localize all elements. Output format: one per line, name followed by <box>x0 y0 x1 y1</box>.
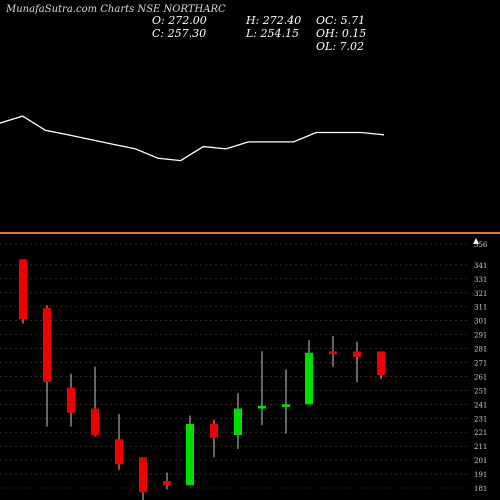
y-tick-label: 321 <box>474 290 487 298</box>
high-value: H: 272.40 <box>246 14 302 27</box>
candle-bear <box>377 351 385 376</box>
candle-bull <box>282 404 290 408</box>
low-value: L: 254.15 <box>246 27 299 40</box>
y-tick-label: 191 <box>474 471 487 479</box>
y-tick-label: 341 <box>474 262 487 270</box>
y-tick-label: 231 <box>474 415 487 423</box>
y-tick-label: 331 <box>474 276 487 284</box>
y-tick-label: 241 <box>474 401 487 409</box>
candle-bear <box>139 457 147 493</box>
last-price-marker <box>473 238 479 244</box>
candle-bear <box>67 387 75 413</box>
y-tick-label: 291 <box>474 332 487 340</box>
open-value: O: 272.00 <box>152 14 207 27</box>
chart-header: MunafaSutra.com Charts NSE NORTHARC O: 2… <box>0 0 500 60</box>
candle-bear <box>91 408 99 436</box>
y-tick-label: 181 <box>474 485 487 493</box>
candle-bull <box>186 423 194 486</box>
y-tick-label: 201 <box>474 457 487 465</box>
candle-bull <box>258 405 266 409</box>
y-tick-label: 261 <box>474 373 487 381</box>
y-tick-label: 271 <box>474 360 487 368</box>
close-price-line <box>0 115 385 162</box>
oc-value: OC: 5.71 <box>316 14 366 27</box>
candle-bear <box>115 439 123 465</box>
chart-title: MunafaSutra.com Charts NSE NORTHARC <box>6 4 226 15</box>
oh-value: OH: 0.15 <box>316 27 367 40</box>
candle-bear <box>353 351 361 357</box>
candle-bear <box>19 259 27 320</box>
candle-bear <box>210 423 218 438</box>
y-tick-label: 301 <box>474 318 487 326</box>
y-tick-label: 281 <box>474 346 487 354</box>
close-value: C: 257.30 <box>152 27 207 40</box>
candle-bear <box>329 351 337 355</box>
candle-bull <box>305 352 313 405</box>
candle-bear <box>43 308 51 383</box>
y-tick-label: 211 <box>474 443 487 451</box>
y-tick-label: 221 <box>474 429 487 437</box>
candle-bull <box>234 408 242 436</box>
y-tick-label: 251 <box>474 387 487 395</box>
candle-bear <box>163 481 171 486</box>
y-tick-label: 311 <box>474 304 487 312</box>
ol-value: OL: 7.02 <box>316 40 365 53</box>
y-tick-label: 356 <box>474 241 488 249</box>
